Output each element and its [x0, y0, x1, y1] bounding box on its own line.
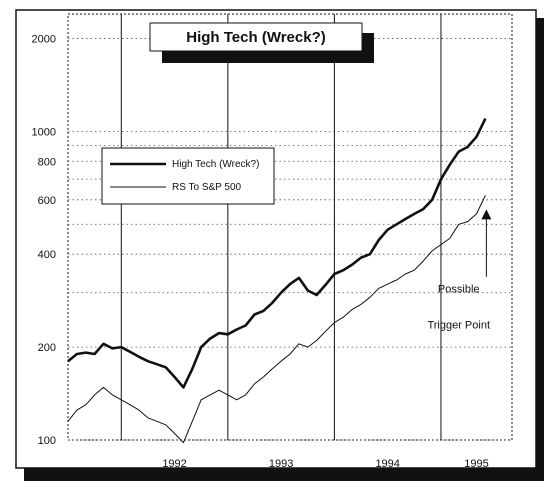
- y-tick-label: 1000: [32, 126, 56, 138]
- legend-label-high-tech: High Tech (Wreck?): [172, 159, 259, 170]
- plot-frame: [15, 9, 537, 469]
- x-tick-label: 1995: [464, 458, 488, 470]
- x-tick-label: 1992: [162, 458, 186, 470]
- annotation-trigger-point: Trigger Point: [427, 319, 490, 331]
- y-tick-label: 100: [38, 435, 56, 447]
- y-tick-label: 600: [38, 195, 56, 207]
- annotation-arrow: [481, 209, 492, 277]
- y-axis-ticks: 100 200 400 600 800 1000 2000: [32, 33, 56, 447]
- y-tick-label: 200: [38, 342, 56, 354]
- legend-box: [101, 147, 275, 205]
- y-tick-label: 400: [38, 249, 56, 261]
- series-line-rs-sp500: [67, 195, 486, 444]
- y-tick-label: 2000: [32, 33, 56, 45]
- legend-label-rs: RS To S&P 500: [172, 182, 242, 193]
- x-tick-label: 1993: [269, 458, 293, 470]
- title-box: [149, 22, 363, 52]
- y-tick-label: 800: [38, 156, 56, 168]
- x-axis-ticks: 1992 1993 1994 1995: [162, 458, 488, 470]
- arrow-head: [481, 209, 492, 220]
- series-lines: [67, 118, 487, 444]
- annotation-possible: Possible: [438, 284, 480, 296]
- chart-title: High Tech (Wreck?): [186, 29, 325, 46]
- grid: [68, 14, 512, 441]
- series-line-high-tech: [67, 118, 487, 389]
- x-tick-label: 1994: [375, 458, 399, 470]
